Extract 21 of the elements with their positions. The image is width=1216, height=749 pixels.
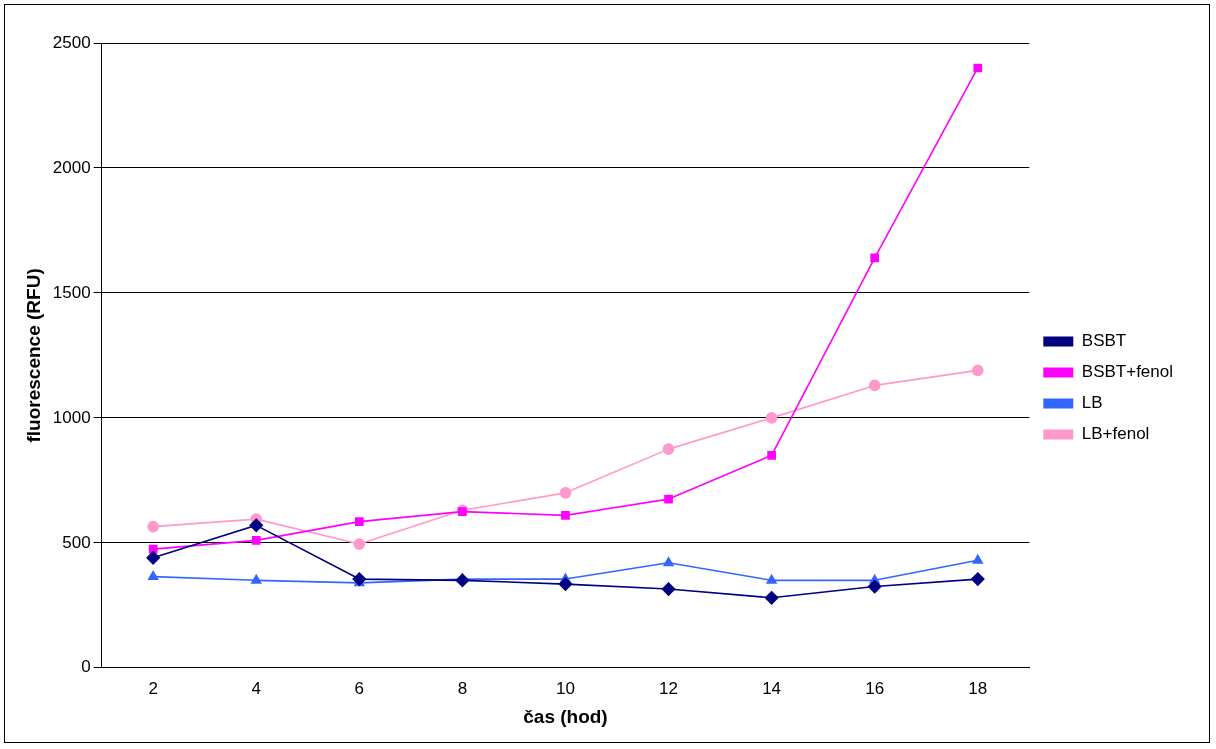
y-tick-label: 2500	[52, 32, 91, 52]
legend-label: LB+fenol	[1081, 424, 1150, 444]
x-tick-label: 16	[865, 678, 885, 698]
x-tick-label: 6	[354, 678, 365, 698]
y-tick-label: 1000	[52, 407, 91, 427]
y-tick-label: 1500	[52, 282, 91, 302]
legend-label: LB	[1081, 393, 1103, 413]
x-axis-title: čas (hod)	[523, 705, 608, 727]
y-axis-title: fluorescence (RFU)	[22, 268, 44, 443]
x-tick-label: 12	[659, 678, 678, 698]
y-tick-label: 2000	[52, 157, 91, 177]
legend-label: BSBT+fenol	[1081, 362, 1174, 382]
x-tick-label: 14	[762, 678, 782, 698]
legend-label: BSBT	[1081, 331, 1127, 351]
x-tick-label: 18	[968, 678, 988, 698]
y-tick-label: 0	[81, 657, 91, 677]
x-tick-label: 2	[148, 678, 158, 698]
x-tick-label: 8	[457, 678, 468, 698]
x-tick-label: 10	[556, 678, 575, 698]
y-tick-label: 500	[62, 532, 91, 552]
x-tick-label: 4	[251, 678, 261, 698]
